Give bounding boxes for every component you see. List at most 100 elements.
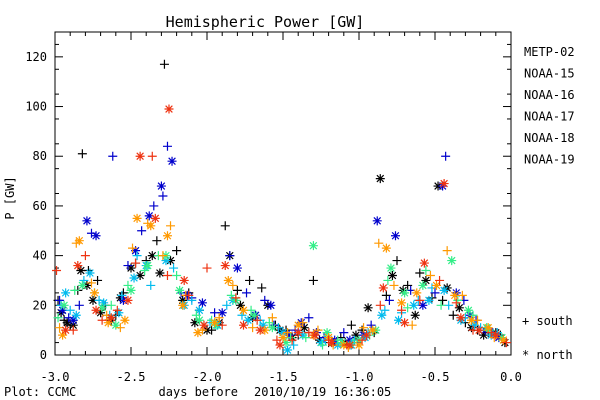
data-point-north <box>106 313 116 323</box>
data-point-north <box>126 263 136 273</box>
data-point-north <box>161 256 171 266</box>
legend: METP-02 NOAA-15 NOAA-16 NOAA-17 NOAA-18 NOAA-… <box>524 45 575 167</box>
data-point-south <box>217 320 227 330</box>
data-point-south <box>225 251 235 261</box>
data-point-north <box>390 231 400 241</box>
data-point-south <box>149 201 159 211</box>
data-point-north <box>474 325 484 335</box>
data-point-north <box>491 330 501 340</box>
data-point-north <box>400 288 410 298</box>
data-point-north <box>345 335 355 345</box>
data-point-north <box>284 330 294 340</box>
data-point-north <box>91 231 101 241</box>
data-point-north <box>194 305 204 315</box>
data-point-north <box>135 270 145 280</box>
legend-entry: METP-02 <box>524 45 575 59</box>
legend-entry: NOAA-18 <box>524 131 575 145</box>
data-point-south <box>359 323 369 333</box>
data-point-north <box>451 288 461 298</box>
data-point-north <box>363 303 373 313</box>
y-tick-label: 80 <box>33 149 47 163</box>
data-point-south <box>147 151 157 161</box>
data-point-north <box>293 328 303 338</box>
data-point-north <box>167 156 177 166</box>
data-point-south <box>425 270 435 280</box>
data-point-south <box>246 305 256 315</box>
data-point-north <box>211 320 221 330</box>
data-point-north <box>238 305 248 315</box>
data-point-north <box>132 213 142 223</box>
data-point-north <box>197 298 207 308</box>
data-point-north <box>293 320 303 330</box>
x-tick-label: 0.0 <box>500 370 522 384</box>
data-point-south <box>308 275 318 285</box>
data-point-south <box>374 238 384 248</box>
data-point-north <box>150 213 160 223</box>
data-point-north <box>131 246 141 256</box>
data-point-south <box>169 263 179 273</box>
data-point-north <box>438 181 448 191</box>
data-point-south <box>94 295 104 305</box>
data-point-north <box>135 151 145 161</box>
data-point-north <box>266 300 276 310</box>
marker-legend-north: * north <box>522 348 573 362</box>
data-point-south <box>222 300 232 310</box>
plot-credit: Plot: CCMC <box>4 385 76 399</box>
data-point-north <box>456 313 466 323</box>
data-point-north <box>255 325 265 335</box>
data-point-south <box>407 320 417 330</box>
data-point-south <box>52 266 62 276</box>
data-point-south <box>112 305 122 315</box>
data-point-north <box>310 330 320 340</box>
data-point-north <box>82 216 92 226</box>
x-axis-label-prefix: days before <box>159 385 238 399</box>
data-point-north <box>217 308 227 318</box>
legend-entry: NOAA-17 <box>524 110 575 124</box>
data-point-south <box>108 151 118 161</box>
data-point-north <box>450 290 460 300</box>
data-point-north <box>68 320 78 330</box>
data-point-north <box>68 315 78 325</box>
data-point-north <box>62 318 72 328</box>
data-point-south <box>214 313 224 323</box>
data-point-north <box>298 330 308 340</box>
data-point-south <box>304 313 314 323</box>
data-point-south <box>228 280 238 290</box>
data-point-north <box>235 300 245 310</box>
data-point-south <box>128 243 138 253</box>
data-point-north <box>278 328 288 338</box>
marker-legend-south: + south <box>522 314 573 328</box>
data-point-north <box>418 300 428 310</box>
data-point-north <box>76 266 86 276</box>
y-tick-label: 0 <box>40 348 47 362</box>
data-point-north <box>447 256 457 266</box>
data-point-north <box>433 181 443 191</box>
data-point-north <box>372 216 382 226</box>
data-point-north <box>419 258 429 268</box>
data-point-south <box>140 266 150 276</box>
data-point-north <box>299 323 309 333</box>
legend-entry: NOAA-19 <box>524 153 575 167</box>
data-point-north <box>123 295 133 305</box>
data-point-south <box>257 283 267 293</box>
x-tick-label: -3.0 <box>41 370 70 384</box>
data-point-north <box>409 300 419 310</box>
data-point-north <box>470 320 480 330</box>
chart-title: Hemispheric Power [GW] <box>166 13 365 31</box>
data-point-north <box>260 325 270 335</box>
data-point-north <box>275 340 285 350</box>
data-point-north <box>71 310 81 320</box>
data-point-south <box>123 261 133 271</box>
data-point-north <box>58 305 68 315</box>
data-point-north <box>497 333 507 343</box>
data-point-south <box>137 226 147 236</box>
x-tick-label: -1.0 <box>345 370 374 384</box>
data-point-south <box>289 340 299 350</box>
data-point-south <box>357 335 367 345</box>
data-point-south <box>267 313 277 323</box>
data-point-north <box>97 303 107 313</box>
data-point-north <box>144 211 154 221</box>
data-point-south <box>202 263 212 273</box>
data-point-south <box>245 275 255 285</box>
